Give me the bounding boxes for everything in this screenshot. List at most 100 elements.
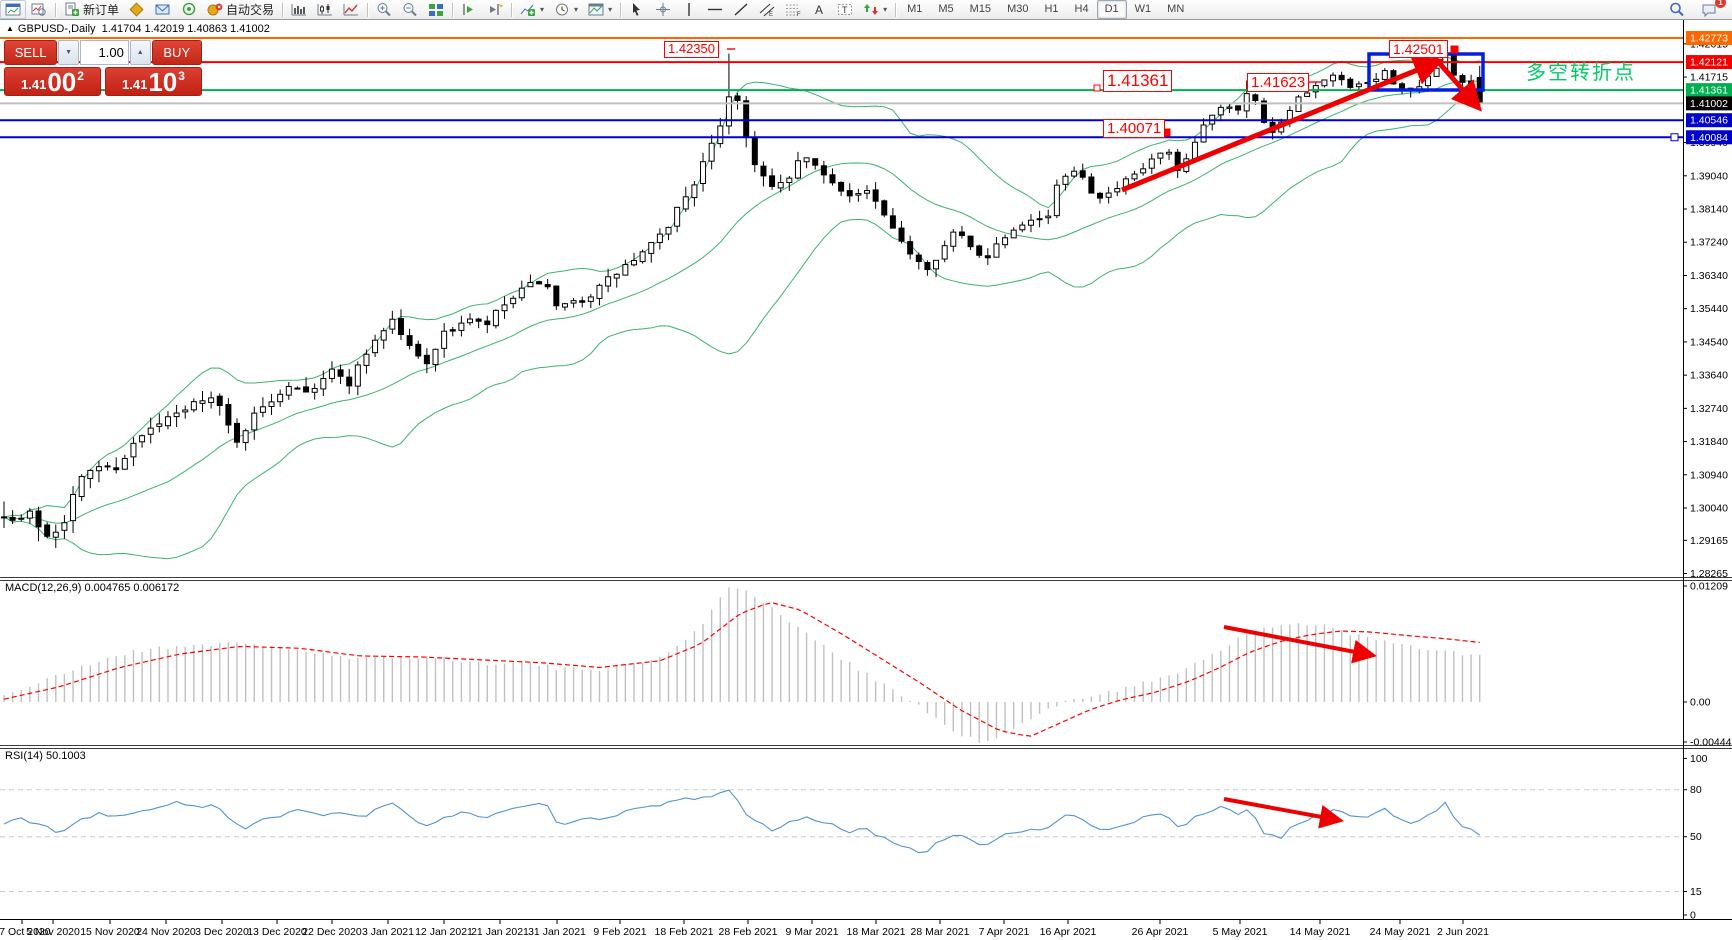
candle	[182, 405, 189, 419]
bar-chart-button[interactable]	[286, 0, 312, 19]
buy-button[interactable]: BUY	[151, 40, 203, 65]
rsi-tick-label: 50	[1690, 831, 1702, 843]
timeframe-mn-button[interactable]: MN	[1167, 3, 1185, 15]
trendline-button[interactable]	[728, 0, 754, 19]
text-button[interactable]: A	[806, 0, 832, 19]
hline-handle[interactable]	[1670, 133, 1679, 142]
price-axis[interactable]: 1.426151.417151.399401.390401.381401.372…	[1683, 31, 1732, 922]
date-tick-label: 26 Apr 2021	[1132, 926, 1189, 938]
date-tick-label: 28 Feb 2021	[719, 926, 778, 938]
notifications-button[interactable]: 1	[1696, 0, 1726, 19]
candle	[769, 168, 776, 190]
candle	[492, 309, 499, 329]
new-order-button[interactable]: 新订单	[59, 0, 124, 19]
templates-button[interactable]: ▾	[583, 0, 617, 19]
timeframe-h4-button[interactable]: H4	[1074, 3, 1089, 15]
collapse-triangle-icon[interactable]: ▲	[6, 24, 14, 33]
svg-text:E: E	[769, 12, 773, 17]
arrow-object[interactable]	[1223, 797, 1344, 829]
timeframe-m5-button[interactable]: M5	[938, 3, 954, 15]
arrows-button[interactable]: ▾	[858, 0, 892, 19]
price-tick-label: 1.29165	[1690, 535, 1728, 547]
object-handle[interactable]	[1093, 84, 1101, 92]
volume-input[interactable]: 1.00	[79, 40, 129, 65]
market-watch-button[interactable]	[176, 0, 202, 19]
toolbar-group	[286, 0, 364, 19]
tile-windows-button[interactable]	[423, 0, 449, 19]
arrow-object[interactable]	[1432, 55, 1482, 112]
tile-windows-icon	[428, 2, 444, 17]
vertical-line-button[interactable]	[676, 0, 702, 19]
toolbar-separator	[282, 2, 284, 17]
fibonacci-button[interactable]: F	[780, 0, 806, 19]
tick-chart-button[interactable]	[26, 0, 52, 19]
timeframe-h1-button[interactable]: H1	[1044, 3, 1059, 15]
candle	[700, 152, 707, 192]
chevron-down-icon: ▾	[574, 5, 579, 14]
cursor-button[interactable]	[624, 0, 650, 19]
buy-price-prefix: 1.41	[122, 77, 148, 92]
candle	[1157, 152, 1164, 165]
price-tick-label: 1.32740	[1690, 403, 1728, 415]
horizontal-line-button[interactable]	[702, 0, 728, 19]
candle	[656, 228, 663, 250]
timeframe-m1-button[interactable]: M1	[907, 3, 923, 15]
toolbar-right: 1	[1664, 0, 1732, 19]
price-tick-label: 1.31840	[1690, 436, 1728, 448]
search-button[interactable]	[1664, 0, 1690, 19]
indicators-button[interactable]: ▾	[515, 0, 549, 19]
crosshair-button[interactable]	[650, 0, 676, 19]
timeframe-w1-button[interactable]: W1	[1134, 3, 1152, 15]
candle	[225, 398, 232, 434]
candle	[976, 244, 983, 258]
price-badge	[1686, 130, 1732, 145]
chart-window-button[interactable]	[0, 0, 26, 19]
price-annotation[interactable]: 1.42501	[1389, 40, 1448, 59]
volume-decrease-button[interactable]: ▼	[58, 40, 79, 65]
periods-button[interactable]: ▾	[549, 0, 583, 19]
new-order-icon	[64, 2, 80, 17]
zoom-out-button[interactable]	[397, 0, 423, 19]
equidistant-channel-button[interactable]: E	[754, 0, 780, 19]
price-annotation[interactable]: 1.41361	[1103, 70, 1173, 92]
sell-button[interactable]: SELL	[4, 40, 58, 65]
candle	[501, 296, 508, 319]
buy-price-tile[interactable]: 1.41 10 3	[105, 67, 202, 96]
candle	[1200, 118, 1207, 143]
bar-chart-icon	[291, 2, 307, 17]
text-label-button[interactable]: T	[832, 0, 858, 19]
autotrade-button[interactable]: 自动交易	[202, 0, 279, 19]
candle	[820, 160, 827, 184]
zoom-in-button[interactable]	[371, 0, 397, 19]
mailbox-button[interactable]	[150, 0, 176, 19]
macd-tick-label: -0.004446	[1690, 737, 1732, 749]
timeframe-m30-button[interactable]: M30	[1007, 3, 1029, 15]
candle	[1140, 162, 1147, 176]
arrow-object[interactable]	[1121, 56, 1444, 193]
timeframe-m15-button[interactable]: M15	[969, 3, 992, 15]
price-annotation[interactable]: 1.41623	[1247, 73, 1310, 93]
auto-scroll-button[interactable]	[456, 0, 482, 19]
line-chart-button[interactable]	[338, 0, 364, 19]
candlestick-button[interactable]	[312, 0, 338, 19]
timeframe-d1-button[interactable]: D1	[1096, 0, 1127, 19]
candle	[467, 313, 474, 326]
candle	[872, 182, 879, 209]
sell-price-tile[interactable]: 1.41 00 2	[4, 67, 101, 96]
price-annotation[interactable]: 1.42350	[664, 41, 719, 58]
candlestick-icon	[317, 2, 333, 17]
object-handle[interactable]	[1450, 45, 1459, 54]
price-tick-label: 1.34540	[1690, 336, 1728, 348]
arrow-object[interactable]	[1223, 625, 1377, 664]
chart-note-text[interactable]: 多空转折点	[1526, 62, 1636, 84]
volume-increase-button[interactable]: ▲	[129, 40, 151, 65]
candle	[1079, 163, 1086, 180]
history-center-button[interactable]	[124, 0, 150, 19]
candle	[449, 326, 456, 337]
candle	[26, 508, 33, 524]
candle	[320, 370, 327, 396]
chart-shift-button[interactable]	[482, 0, 508, 19]
price-annotation[interactable]: 1.40071	[1103, 119, 1166, 139]
